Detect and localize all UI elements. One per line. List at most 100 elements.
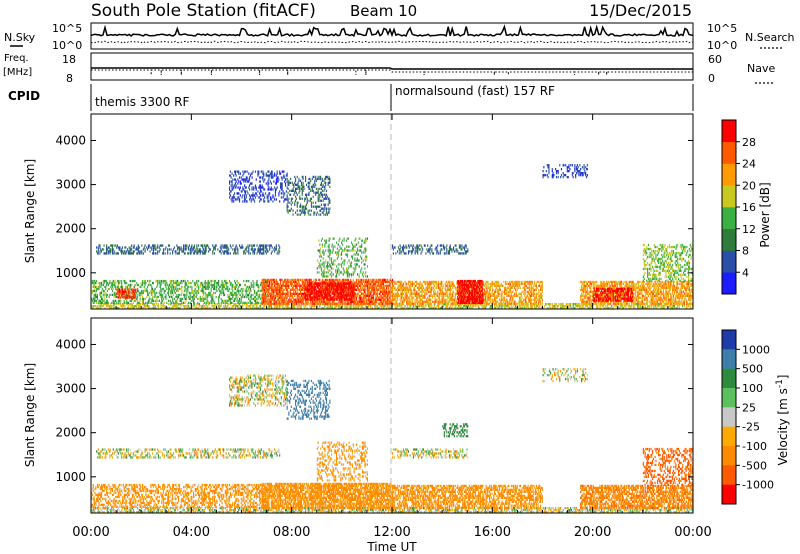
heatmap-cell — [286, 302, 288, 305]
heatmap-cell — [310, 294, 312, 297]
heatmap-cell — [260, 252, 262, 255]
heatmap-cell — [226, 285, 228, 289]
heatmap-cell — [370, 307, 372, 309]
heatmap-cell — [174, 305, 176, 308]
heatmap-cell — [302, 205, 304, 208]
heatmap-cell — [223, 252, 226, 255]
heatmap-cell — [441, 303, 443, 306]
heatmap-cell — [351, 305, 353, 308]
heatmap-cell — [252, 244, 254, 247]
heatmap-cell — [327, 302, 329, 305]
heatmap-cell — [249, 291, 251, 295]
heatmap-cell — [263, 282, 265, 286]
heatmap-cell — [273, 196, 275, 199]
heatmap-cell — [175, 301, 177, 304]
heatmap-cell — [361, 300, 363, 303]
heatmap-cell — [148, 279, 150, 283]
heatmap-cell — [106, 303, 108, 306]
heatmap-cell — [304, 211, 306, 214]
heatmap-cell — [251, 246, 253, 249]
heatmap-cell — [376, 284, 379, 287]
heatmap-cell — [310, 288, 313, 291]
heatmap-cell — [331, 305, 333, 308]
heatmap-cell — [196, 285, 198, 289]
heatmap-cell — [306, 280, 308, 284]
heatmap-cell — [336, 286, 338, 289]
heatmap-cell — [255, 297, 257, 301]
heatmap-cell — [313, 307, 315, 309]
heatmap-cell — [296, 284, 298, 287]
heatmap-cell — [229, 293, 231, 297]
heatmap-cell — [143, 285, 145, 289]
heatmap-cell — [352, 294, 354, 297]
heatmap-cell — [104, 252, 106, 255]
heatmap-cell — [230, 291, 232, 295]
heatmap-cell — [333, 288, 335, 291]
heatmap-cell — [334, 305, 336, 308]
heatmap-cell — [123, 288, 125, 291]
heatmap-cell — [199, 285, 201, 289]
heatmap-cell — [261, 288, 263, 291]
heatmap-cell — [285, 302, 287, 305]
heatmap-cell — [361, 305, 363, 308]
heatmap-cell — [310, 292, 313, 295]
heatmap-cell — [504, 305, 506, 308]
heatmap-cell — [268, 278, 270, 282]
heatmap-cell — [367, 307, 369, 309]
heatmap-cell — [345, 300, 347, 303]
heatmap-cell — [195, 295, 197, 299]
heatmap-cell — [328, 296, 330, 299]
heatmap-cell — [285, 286, 287, 289]
heatmap-cell — [256, 293, 258, 297]
heatmap-cell — [320, 282, 322, 285]
heatmap-cell — [555, 307, 557, 309]
heatmap-cell — [234, 303, 236, 306]
heatmap-cell — [231, 196, 233, 199]
heatmap-cell — [346, 286, 348, 289]
heatmap-cell — [329, 307, 331, 309]
heatmap-cell — [386, 296, 388, 299]
heatmap-cell — [162, 252, 164, 255]
heatmap-cell — [585, 305, 587, 308]
heatmap-cell — [142, 299, 144, 302]
heatmap-cell — [299, 286, 301, 289]
heatmap-cell — [118, 246, 120, 249]
heatmap-cell — [298, 278, 300, 282]
heatmap-cell — [302, 278, 304, 282]
heatmap-cell — [205, 305, 207, 308]
heatmap-cell — [137, 248, 139, 251]
heatmap-cell — [310, 284, 312, 287]
heatmap-cell — [239, 188, 241, 191]
heatmap-cell — [120, 293, 122, 297]
heatmap-cell — [376, 288, 378, 291]
heatmap-cell — [262, 288, 264, 291]
heatmap-cell — [363, 288, 365, 291]
heatmap-cell — [371, 280, 374, 284]
heatmap-cell — [360, 286, 362, 289]
heatmap-cell — [281, 182, 283, 185]
heatmap-cell — [250, 200, 252, 203]
heatmap-cell — [348, 288, 350, 291]
heatmap-cell — [357, 300, 359, 303]
heatmap-cell — [246, 303, 248, 306]
heatmap-cell — [185, 297, 187, 301]
heatmap-cell — [384, 292, 386, 295]
heatmap-cell — [269, 298, 272, 301]
heatmap-cell — [184, 287, 186, 291]
heatmap-cell — [99, 291, 101, 295]
heatmap-cell — [142, 307, 144, 309]
heatmap-cell — [101, 303, 103, 306]
heatmap-cell — [356, 278, 358, 282]
heatmap-cell — [264, 294, 266, 297]
heatmap-cell — [235, 283, 237, 287]
heatmap-cell — [367, 280, 369, 284]
heatmap-cell — [223, 283, 226, 287]
heatmap-cell — [287, 201, 289, 204]
heatmap-cell — [620, 305, 622, 308]
heatmap-cell — [131, 288, 133, 291]
heatmap-cell — [638, 307, 640, 309]
heatmap-cell — [244, 180, 246, 183]
heatmap-cell — [107, 301, 109, 304]
heatmap-cell — [218, 305, 221, 308]
heatmap-cell — [230, 176, 232, 179]
